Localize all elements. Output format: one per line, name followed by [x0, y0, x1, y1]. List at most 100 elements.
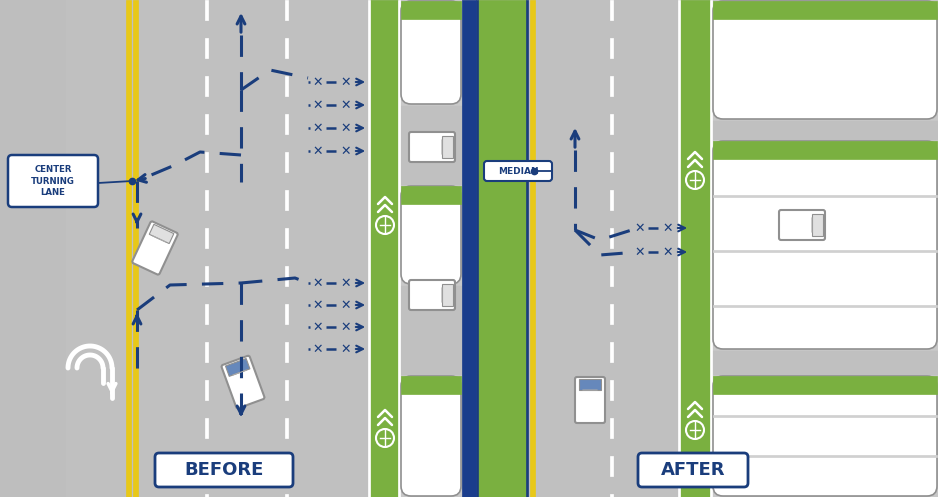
Bar [285, 456, 288, 476]
FancyArrowPatch shape [153, 236, 166, 242]
Bar [610, 418, 613, 438]
FancyBboxPatch shape [8, 155, 98, 207]
Bar [368, 0, 370, 497]
Bar [713, 415, 937, 417]
Bar [610, 228, 613, 248]
Text: ✕: ✕ [340, 145, 351, 158]
Text: ✕: ✕ [312, 321, 324, 333]
Bar [149, 224, 174, 244]
Bar [400, 0, 462, 105]
Bar [712, 0, 938, 120]
Bar [442, 284, 453, 306]
Text: ✕: ✕ [312, 299, 324, 312]
Text: ✕: ✕ [312, 276, 324, 289]
Bar [225, 358, 250, 376]
Text: ✕: ✕ [340, 321, 351, 333]
FancyBboxPatch shape [484, 161, 552, 181]
Bar [205, 190, 208, 210]
Bar [462, 0, 476, 497]
Bar [713, 195, 937, 197]
Bar [285, 380, 288, 400]
FancyBboxPatch shape [713, 1, 937, 119]
Bar [610, 190, 613, 210]
Text: BEFORE: BEFORE [184, 461, 264, 479]
Bar [476, 0, 506, 497]
Text: ✕: ✕ [340, 121, 351, 135]
Text: AFTER: AFTER [660, 461, 725, 479]
Bar [526, 0, 528, 497]
Bar [713, 1, 937, 19]
Bar [205, 342, 208, 362]
Bar [0, 0, 462, 497]
FancyBboxPatch shape [409, 280, 455, 310]
Bar [205, 266, 208, 286]
Bar [610, 380, 613, 400]
Bar [400, 185, 462, 285]
FancyBboxPatch shape [132, 221, 177, 275]
FancyBboxPatch shape [575, 377, 605, 423]
Bar [579, 379, 601, 390]
Bar [285, 76, 288, 96]
Bar [285, 266, 288, 286]
Text: ✕: ✕ [340, 98, 351, 111]
Bar [610, 0, 613, 20]
Text: ✕: ✕ [635, 222, 645, 235]
Text: ✕: ✕ [312, 121, 324, 135]
Text: ✕: ✕ [340, 76, 351, 88]
Text: ✕: ✕ [312, 98, 324, 111]
FancyBboxPatch shape [401, 1, 461, 104]
Text: MEDIAN: MEDIAN [498, 166, 538, 175]
Bar [205, 494, 208, 497]
Bar [401, 1, 461, 19]
Bar [478, 0, 526, 497]
Bar [205, 456, 208, 476]
Bar [0, 0, 65, 497]
Bar [610, 304, 613, 324]
Bar [610, 342, 613, 362]
Bar [442, 136, 453, 158]
Bar [205, 380, 208, 400]
Bar [713, 250, 937, 252]
Bar [126, 0, 131, 497]
FancyArrowPatch shape [233, 370, 247, 375]
Bar [205, 0, 208, 20]
Text: ✕: ✕ [663, 246, 673, 258]
Bar [285, 342, 288, 362]
Bar [398, 0, 400, 497]
Bar [678, 0, 680, 497]
FancyBboxPatch shape [713, 376, 937, 496]
Bar [401, 186, 461, 204]
Bar [133, 0, 138, 497]
Bar [710, 0, 712, 497]
Bar [370, 0, 398, 497]
Bar [712, 140, 938, 350]
Bar [713, 455, 937, 457]
Bar [205, 152, 208, 172]
FancyBboxPatch shape [779, 210, 825, 240]
Bar [530, 0, 535, 497]
Bar [205, 228, 208, 248]
Bar [610, 76, 613, 96]
Text: ✕: ✕ [340, 276, 351, 289]
Bar [205, 114, 208, 134]
Bar [476, 0, 478, 497]
Bar [712, 375, 938, 497]
Bar [610, 456, 613, 476]
Text: CENTER
TURNING
LANE: CENTER TURNING LANE [31, 165, 75, 197]
Bar [713, 376, 937, 394]
Bar [610, 266, 613, 286]
FancyBboxPatch shape [713, 141, 937, 349]
Bar [476, 0, 938, 497]
Text: ✕: ✕ [635, 246, 645, 258]
Bar [285, 304, 288, 324]
FancyBboxPatch shape [409, 132, 455, 162]
Bar [285, 190, 288, 210]
Text: ✕: ✕ [663, 222, 673, 235]
Text: ✕: ✕ [340, 342, 351, 355]
Bar [713, 141, 937, 159]
Bar [610, 114, 613, 134]
Text: ✕: ✕ [312, 76, 324, 88]
FancyBboxPatch shape [638, 453, 748, 487]
Bar [713, 305, 937, 307]
FancyBboxPatch shape [401, 186, 461, 284]
